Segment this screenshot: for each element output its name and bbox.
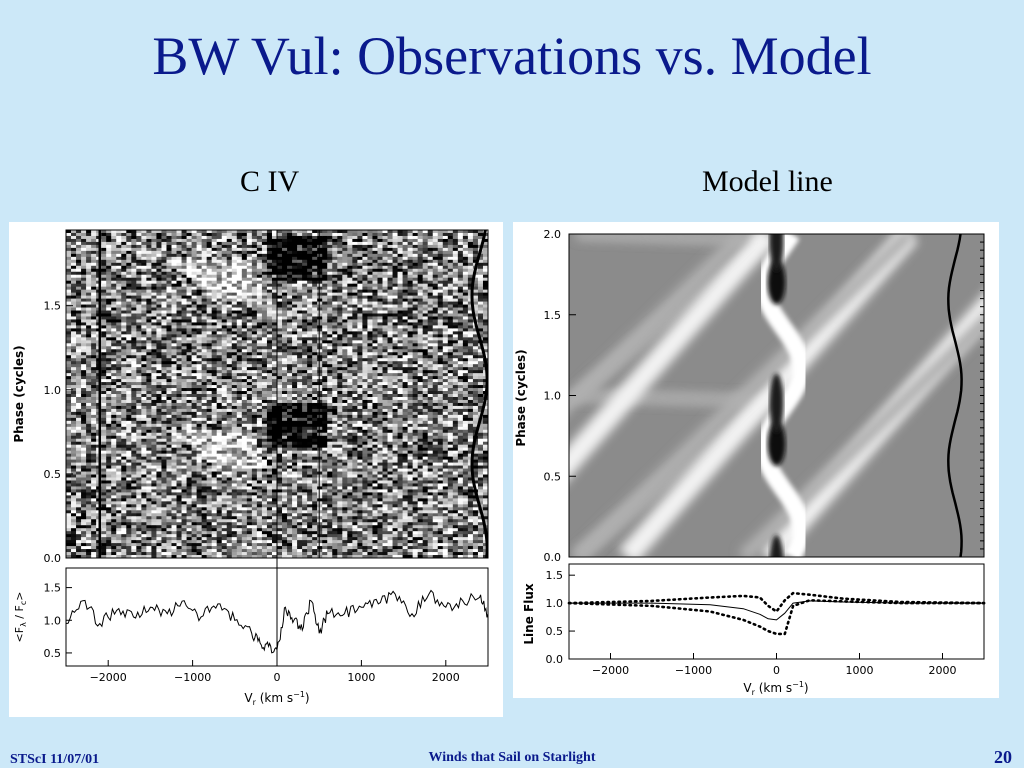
civ-flux-tick-label: 1.5 [44,582,62,595]
model-chart-svg: 0.0 0.5 1.0 1.5 2.0 Phase (cycles) 0.0 0.5 1.0… [514,228,986,697]
model-absorption-streak [769,234,784,272]
model-absorption-blob [767,421,786,466]
civ-phase-tick-label: 0.5 [44,468,62,481]
civ-phase-tick-label: 1.5 [44,300,62,313]
model-phase-tick-label: 0.0 [544,551,562,564]
model-absorption-streak [769,373,784,434]
model-edge-trace [947,234,963,557]
model-phase-axis-label: Phase (cycles) [514,349,528,446]
model-phase-tick-label: 1.0 [544,390,562,403]
model-flux-tick-label: 1.0 [546,597,564,610]
slide-title: BW Vul: Observations vs. Model [152,26,872,86]
civ-velocity-tick-label: 0 [274,671,281,684]
civ-chart-svg: 0.0 0.5 1.0 1.5 Phase (cycles) 0.5 1.0 1.5 −20… [12,229,489,707]
page-number: 20 [994,747,1012,767]
model-velocity-tick-label: −1000 [675,664,712,677]
model-secondary-band [569,234,749,414]
model-flux-envelope-line [567,599,986,636]
model-velocity-tick-label: 1000 [846,664,874,677]
model-absorption-blob [767,260,786,305]
model-flux-tick-label: 0.5 [546,625,564,638]
panel-label-civ: C IV [240,165,300,198]
civ-phase-tick-label: 0.0 [44,552,62,565]
civ-phase-tick-label: 1.0 [44,384,62,397]
model-figure: 0.0 0.5 1.0 1.5 2.0 Phase (cycles) 0.0 0.5 1.0… [513,222,999,698]
civ-velocity-tick-label: 1000 [347,671,375,684]
civ-velocity-tick-label: 2000 [432,671,460,684]
model-phase-tick-label: 2.0 [544,228,562,241]
model-velocity-axis-label: Vr (km s−1) [743,680,808,697]
civ-dynamic-spectrum [66,230,488,558]
model-velocity-tick-label: −2000 [592,664,629,677]
civ-velocity-axis-label: Vr (km s−1) [244,690,309,707]
model-velocity-tick-label: 0 [773,664,780,677]
civ-phase-axis-label: Phase (cycles) [12,345,26,442]
model-flux-tick-label: 0.0 [546,653,564,666]
footer-date: STScI 11/07/01 [10,752,100,767]
civ-velocity-tick-label: −2000 [90,671,127,684]
civ-figure: 0.0 0.5 1.0 1.5 Phase (cycles) 0.5 1.0 1.5 −20… [9,222,503,717]
model-core-emission [755,234,811,557]
model-phase-tick-label: 0.5 [544,470,562,483]
model-velocity-tick-label: 2000 [929,664,957,677]
model-flux-envelope-line [567,591,986,613]
civ-flux-tick-label: 1.0 [44,614,62,627]
model-dynamic-spectrum [569,234,984,557]
civ-velocity-tick-label: −1000 [174,671,211,684]
model-mean-flux-line [569,600,984,621]
model-secondary-band [572,234,915,557]
model-flux-frame [568,563,985,660]
model-absorption-streak [769,535,784,557]
civ-edge-trace [470,230,488,558]
model-flux-axis-label: Line Flux [522,583,536,644]
civ-mean-flux-line [65,589,489,654]
panel-label-model: Model line [702,165,833,198]
civ-flux-tick-label: 0.5 [44,647,62,660]
model-phase-tick-label: 1.5 [544,309,562,322]
footer-title: Winds that Sail on Starlight [428,750,596,765]
model-bright-band [569,234,777,479]
civ-flux-axis-label: <Fλ / Fc> [13,592,28,643]
model-flux-tick-label: 1.5 [546,569,564,582]
